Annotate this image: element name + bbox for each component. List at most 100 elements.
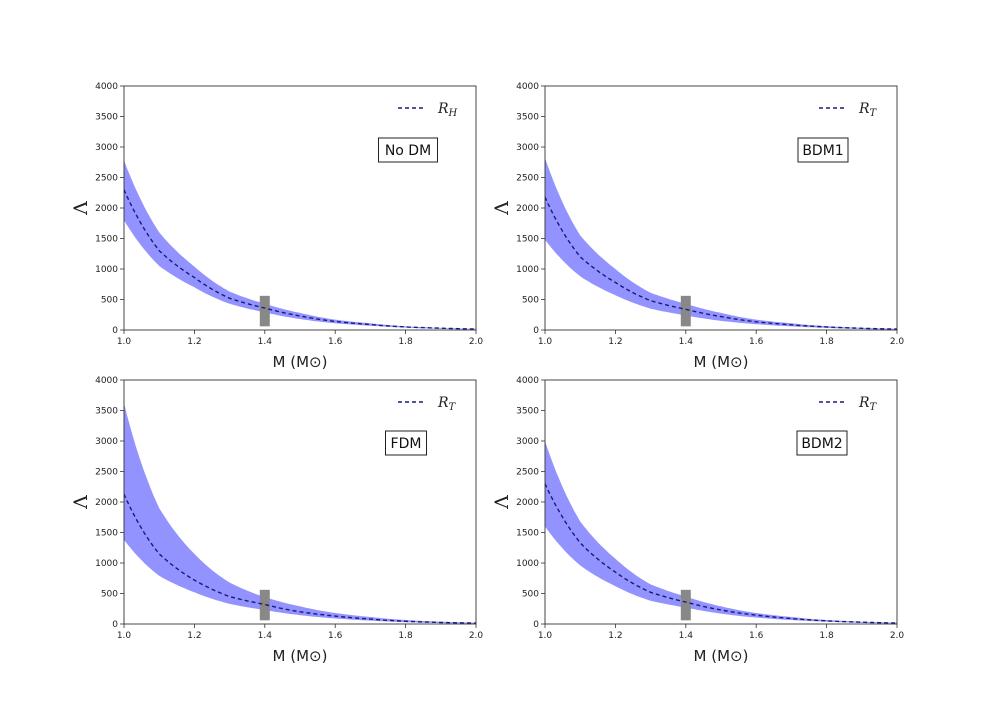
panel-label-box <box>378 137 438 163</box>
x-tick-label: 2.0 <box>469 337 484 347</box>
y-tick-label: 4000 <box>95 376 118 386</box>
x-tick-label: 2.0 <box>890 337 905 347</box>
legend-label: RT <box>858 101 878 119</box>
x-tick-label: 2.0 <box>890 631 905 641</box>
chart-panel-3: 0 500 1000 1500 2000 2500 3000 3500 4000 1.0 1.2 1.… <box>70 376 483 665</box>
legend-label: RH <box>437 101 458 119</box>
y-tick-label: 500 <box>101 296 118 306</box>
y-tick-label: 2500 <box>516 174 539 184</box>
y-tick-label: 3500 <box>95 407 118 417</box>
y-tick-label: 2500 <box>95 468 118 478</box>
y-tick-label: 3000 <box>516 437 539 447</box>
y-tick-label: 3000 <box>95 143 118 153</box>
x-tick-label: 1.0 <box>117 337 132 347</box>
y-tick-label: 2500 <box>95 174 118 184</box>
panel-label: FDM <box>391 436 422 452</box>
y-tick-label: 1500 <box>95 235 118 245</box>
y-tick-label: 500 <box>522 590 539 600</box>
x-tick-label: 1.4 <box>258 337 273 347</box>
chart-panel-4: 0 500 1000 1500 2000 2500 3000 3500 4000 1.0 1.2 1.… <box>491 376 904 665</box>
y-tick-label: 500 <box>522 296 539 306</box>
x-tick-label: 1.0 <box>117 631 132 641</box>
y-tick-label: 0 <box>112 620 118 630</box>
y-tick-label: 0 <box>533 620 539 630</box>
legend-label: RT <box>437 395 457 413</box>
y-tick-label: 1500 <box>516 235 539 245</box>
x-axis-label: M (M⊙) <box>273 353 328 371</box>
y-tick-label: 1000 <box>516 265 539 275</box>
series-line <box>124 189 476 330</box>
y-axis-label: Λ <box>70 201 92 216</box>
constraint-marker <box>680 295 691 327</box>
y-tick-label: 3000 <box>516 143 539 153</box>
panel-label-box <box>385 430 427 456</box>
plot-frame <box>123 85 477 331</box>
constraint-marker <box>259 589 270 621</box>
x-axis-label: M (M⊙) <box>694 647 749 665</box>
series-line <box>545 483 897 624</box>
y-tick-label: 1000 <box>516 559 539 569</box>
y-tick-label: 3500 <box>516 113 539 123</box>
y-tick-label: 2000 <box>516 204 539 214</box>
series-line <box>545 196 897 330</box>
x-tick-label: 1.8 <box>398 631 413 641</box>
y-axis-label: Λ <box>491 201 513 216</box>
y-tick-label: 1000 <box>95 559 118 569</box>
chart-panel-2: 0 500 1000 1500 2000 2500 3000 3500 4000 1.0 1.2 1.… <box>491 82 904 371</box>
constraint-marker <box>259 295 270 327</box>
y-tick-label: 4000 <box>95 82 118 92</box>
panel-label: BDM1 <box>802 143 843 159</box>
y-tick-label: 0 <box>533 326 539 336</box>
x-tick-label: 1.8 <box>398 337 413 347</box>
plot-frame <box>544 379 898 625</box>
y-tick-label: 1500 <box>95 529 118 539</box>
y-tick-label: 500 <box>101 590 118 600</box>
x-tick-label: 2.0 <box>469 631 484 641</box>
uncertainty-band <box>545 158 897 330</box>
legend-label: RT <box>858 395 878 413</box>
y-tick-label: 2000 <box>95 204 118 214</box>
x-tick-label: 1.6 <box>749 631 764 641</box>
x-tick-label: 1.4 <box>679 337 694 347</box>
x-tick-label: 1.0 <box>538 337 553 347</box>
x-axis-label: M (M⊙) <box>694 353 749 371</box>
x-tick-label: 1.2 <box>608 337 622 347</box>
y-tick-label: 4000 <box>516 376 539 386</box>
uncertainty-band <box>124 160 476 330</box>
panel-label-box <box>797 137 849 163</box>
y-tick-label: 1000 <box>95 265 118 275</box>
x-tick-label: 1.2 <box>187 631 201 641</box>
x-tick-label: 1.2 <box>187 337 201 347</box>
y-axis-label: Λ <box>70 495 92 510</box>
x-tick-label: 1.0 <box>538 631 553 641</box>
x-tick-label: 1.4 <box>679 631 694 641</box>
x-tick-label: 1.4 <box>258 631 273 641</box>
y-tick-label: 3500 <box>516 407 539 417</box>
x-tick-label: 1.6 <box>749 337 764 347</box>
y-tick-label: 2500 <box>516 468 539 478</box>
x-tick-label: 1.8 <box>819 631 834 641</box>
plot-frame <box>123 379 477 625</box>
uncertainty-band <box>545 441 897 624</box>
chart-panel-1: 0 500 1000 1500 2000 2500 3000 3500 4000 1.0 1.2 1.… <box>70 82 483 371</box>
y-tick-label: 4000 <box>516 82 539 92</box>
panel-label: BDM2 <box>801 436 842 452</box>
y-tick-label: 3000 <box>95 437 118 447</box>
constraint-marker <box>680 589 691 621</box>
y-tick-label: 2000 <box>516 498 539 508</box>
y-tick-label: 2000 <box>95 498 118 508</box>
x-tick-label: 1.8 <box>819 337 834 347</box>
panel-label-box <box>796 430 848 456</box>
y-tick-label: 0 <box>112 326 118 336</box>
x-tick-label: 1.2 <box>608 631 622 641</box>
y-tick-label: 3500 <box>95 113 118 123</box>
x-tick-label: 1.6 <box>328 631 343 641</box>
y-axis-label: Λ <box>491 495 513 510</box>
x-tick-label: 1.6 <box>328 337 343 347</box>
panel-label: No DM <box>385 143 431 159</box>
plot-frame <box>544 85 898 331</box>
x-axis-label: M (M⊙) <box>273 647 328 665</box>
series-line <box>124 493 476 624</box>
y-tick-label: 1500 <box>516 529 539 539</box>
